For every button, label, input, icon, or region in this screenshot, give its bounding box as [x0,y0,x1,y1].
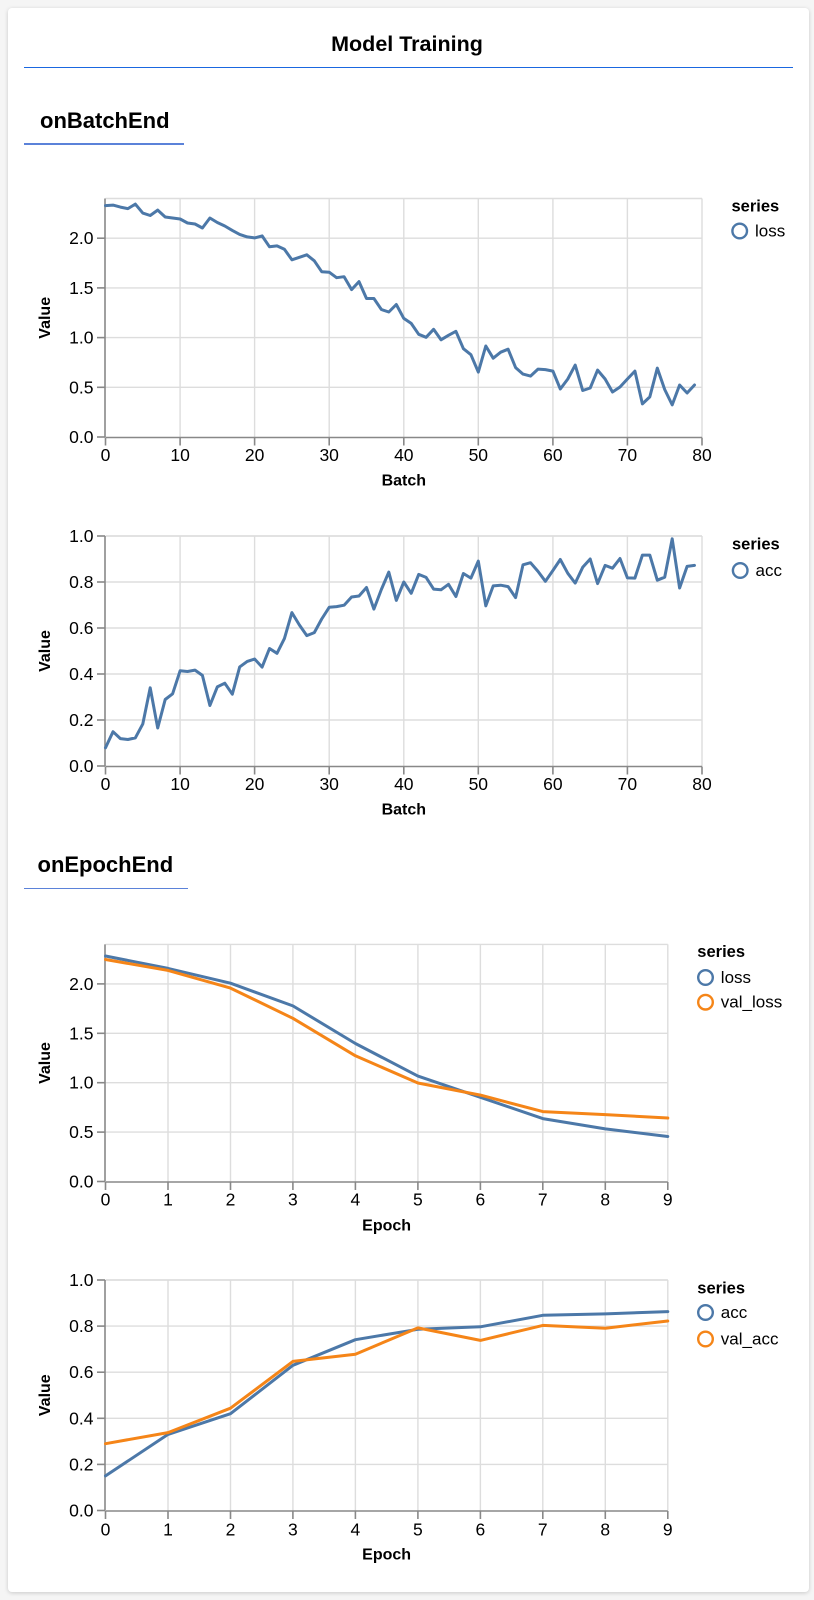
svg-text:0: 0 [101,1190,111,1210]
svg-text:0.0: 0.0 [69,756,94,776]
svg-text:40: 40 [394,774,414,794]
svg-text:0.4: 0.4 [69,664,94,684]
svg-text:0: 0 [101,1520,111,1540]
svg-text:7: 7 [538,1190,548,1210]
svg-text:loss: loss [755,222,785,241]
svg-text:Epoch: Epoch [362,1218,411,1235]
svg-text:0.0: 0.0 [69,1172,94,1192]
svg-text:1.5: 1.5 [69,278,93,298]
svg-text:1: 1 [163,1190,173,1210]
svg-text:series: series [697,943,745,961]
svg-text:50: 50 [469,774,489,794]
svg-text:0.4: 0.4 [69,1408,94,1428]
svg-text:5: 5 [413,1520,423,1540]
svg-text:6: 6 [476,1190,486,1210]
svg-text:80: 80 [692,774,712,794]
svg-text:50: 50 [469,445,489,465]
svg-text:0.5: 0.5 [69,377,93,397]
svg-text:2.0: 2.0 [69,974,94,994]
svg-text:Value: Value [37,1042,54,1084]
svg-text:0.8: 0.8 [69,1316,93,1336]
svg-text:1.0: 1.0 [69,1073,94,1093]
svg-text:3: 3 [288,1190,298,1210]
svg-text:val_acc: val_acc [721,1330,779,1349]
svg-text:30: 30 [319,774,339,794]
svg-text:80: 80 [692,445,712,465]
svg-text:2: 2 [226,1520,236,1540]
svg-text:acc: acc [756,561,783,580]
svg-text:0.5: 0.5 [69,1122,93,1142]
svg-text:Value: Value [37,297,54,339]
svg-text:Epoch: Epoch [362,1547,411,1564]
svg-text:0: 0 [101,774,111,794]
svg-text:val_loss: val_loss [721,993,782,1012]
svg-text:40: 40 [394,445,414,465]
svg-text:series: series [697,1280,745,1298]
svg-text:0.6: 0.6 [69,618,93,638]
svg-text:30: 30 [319,445,339,465]
svg-text:20: 20 [245,774,265,794]
svg-text:4: 4 [351,1190,361,1210]
svg-text:9: 9 [663,1190,673,1210]
svg-text:4: 4 [351,1520,361,1540]
svg-text:acc: acc [721,1303,748,1322]
svg-text:6: 6 [476,1520,486,1540]
svg-text:60: 60 [543,445,563,465]
svg-text:0.0: 0.0 [69,427,94,447]
svg-text:Batch: Batch [382,473,426,490]
svg-text:1.0: 1.0 [69,1270,94,1290]
svg-text:0.0: 0.0 [69,1501,94,1521]
svg-text:0: 0 [101,445,111,465]
svg-text:series: series [732,198,780,216]
svg-text:loss: loss [721,968,751,987]
svg-text:Value: Value [37,630,54,672]
svg-text:7: 7 [538,1520,548,1540]
svg-text:1.0: 1.0 [69,328,94,348]
svg-text:0.6: 0.6 [69,1362,93,1382]
svg-text:1.0: 1.0 [69,526,94,546]
svg-text:0.8: 0.8 [69,572,93,592]
svg-text:series: series [732,536,780,554]
svg-text:10: 10 [170,445,190,465]
svg-text:2: 2 [226,1190,236,1210]
svg-text:9: 9 [663,1520,673,1540]
svg-text:70: 70 [618,774,638,794]
svg-text:60: 60 [543,774,563,794]
svg-text:0.2: 0.2 [69,710,93,730]
svg-text:10: 10 [170,774,190,794]
svg-text:0.2: 0.2 [69,1454,93,1474]
svg-text:70: 70 [618,445,638,465]
svg-text:1.5: 1.5 [69,1023,93,1043]
svg-text:20: 20 [245,445,265,465]
svg-text:5: 5 [413,1190,423,1210]
svg-text:3: 3 [288,1520,298,1540]
svg-text:Value: Value [37,1374,54,1416]
svg-text:8: 8 [600,1520,610,1540]
svg-text:Batch: Batch [382,802,426,819]
svg-text:2.0: 2.0 [69,228,94,248]
svg-text:1: 1 [163,1520,173,1540]
svg-text:8: 8 [600,1190,610,1210]
